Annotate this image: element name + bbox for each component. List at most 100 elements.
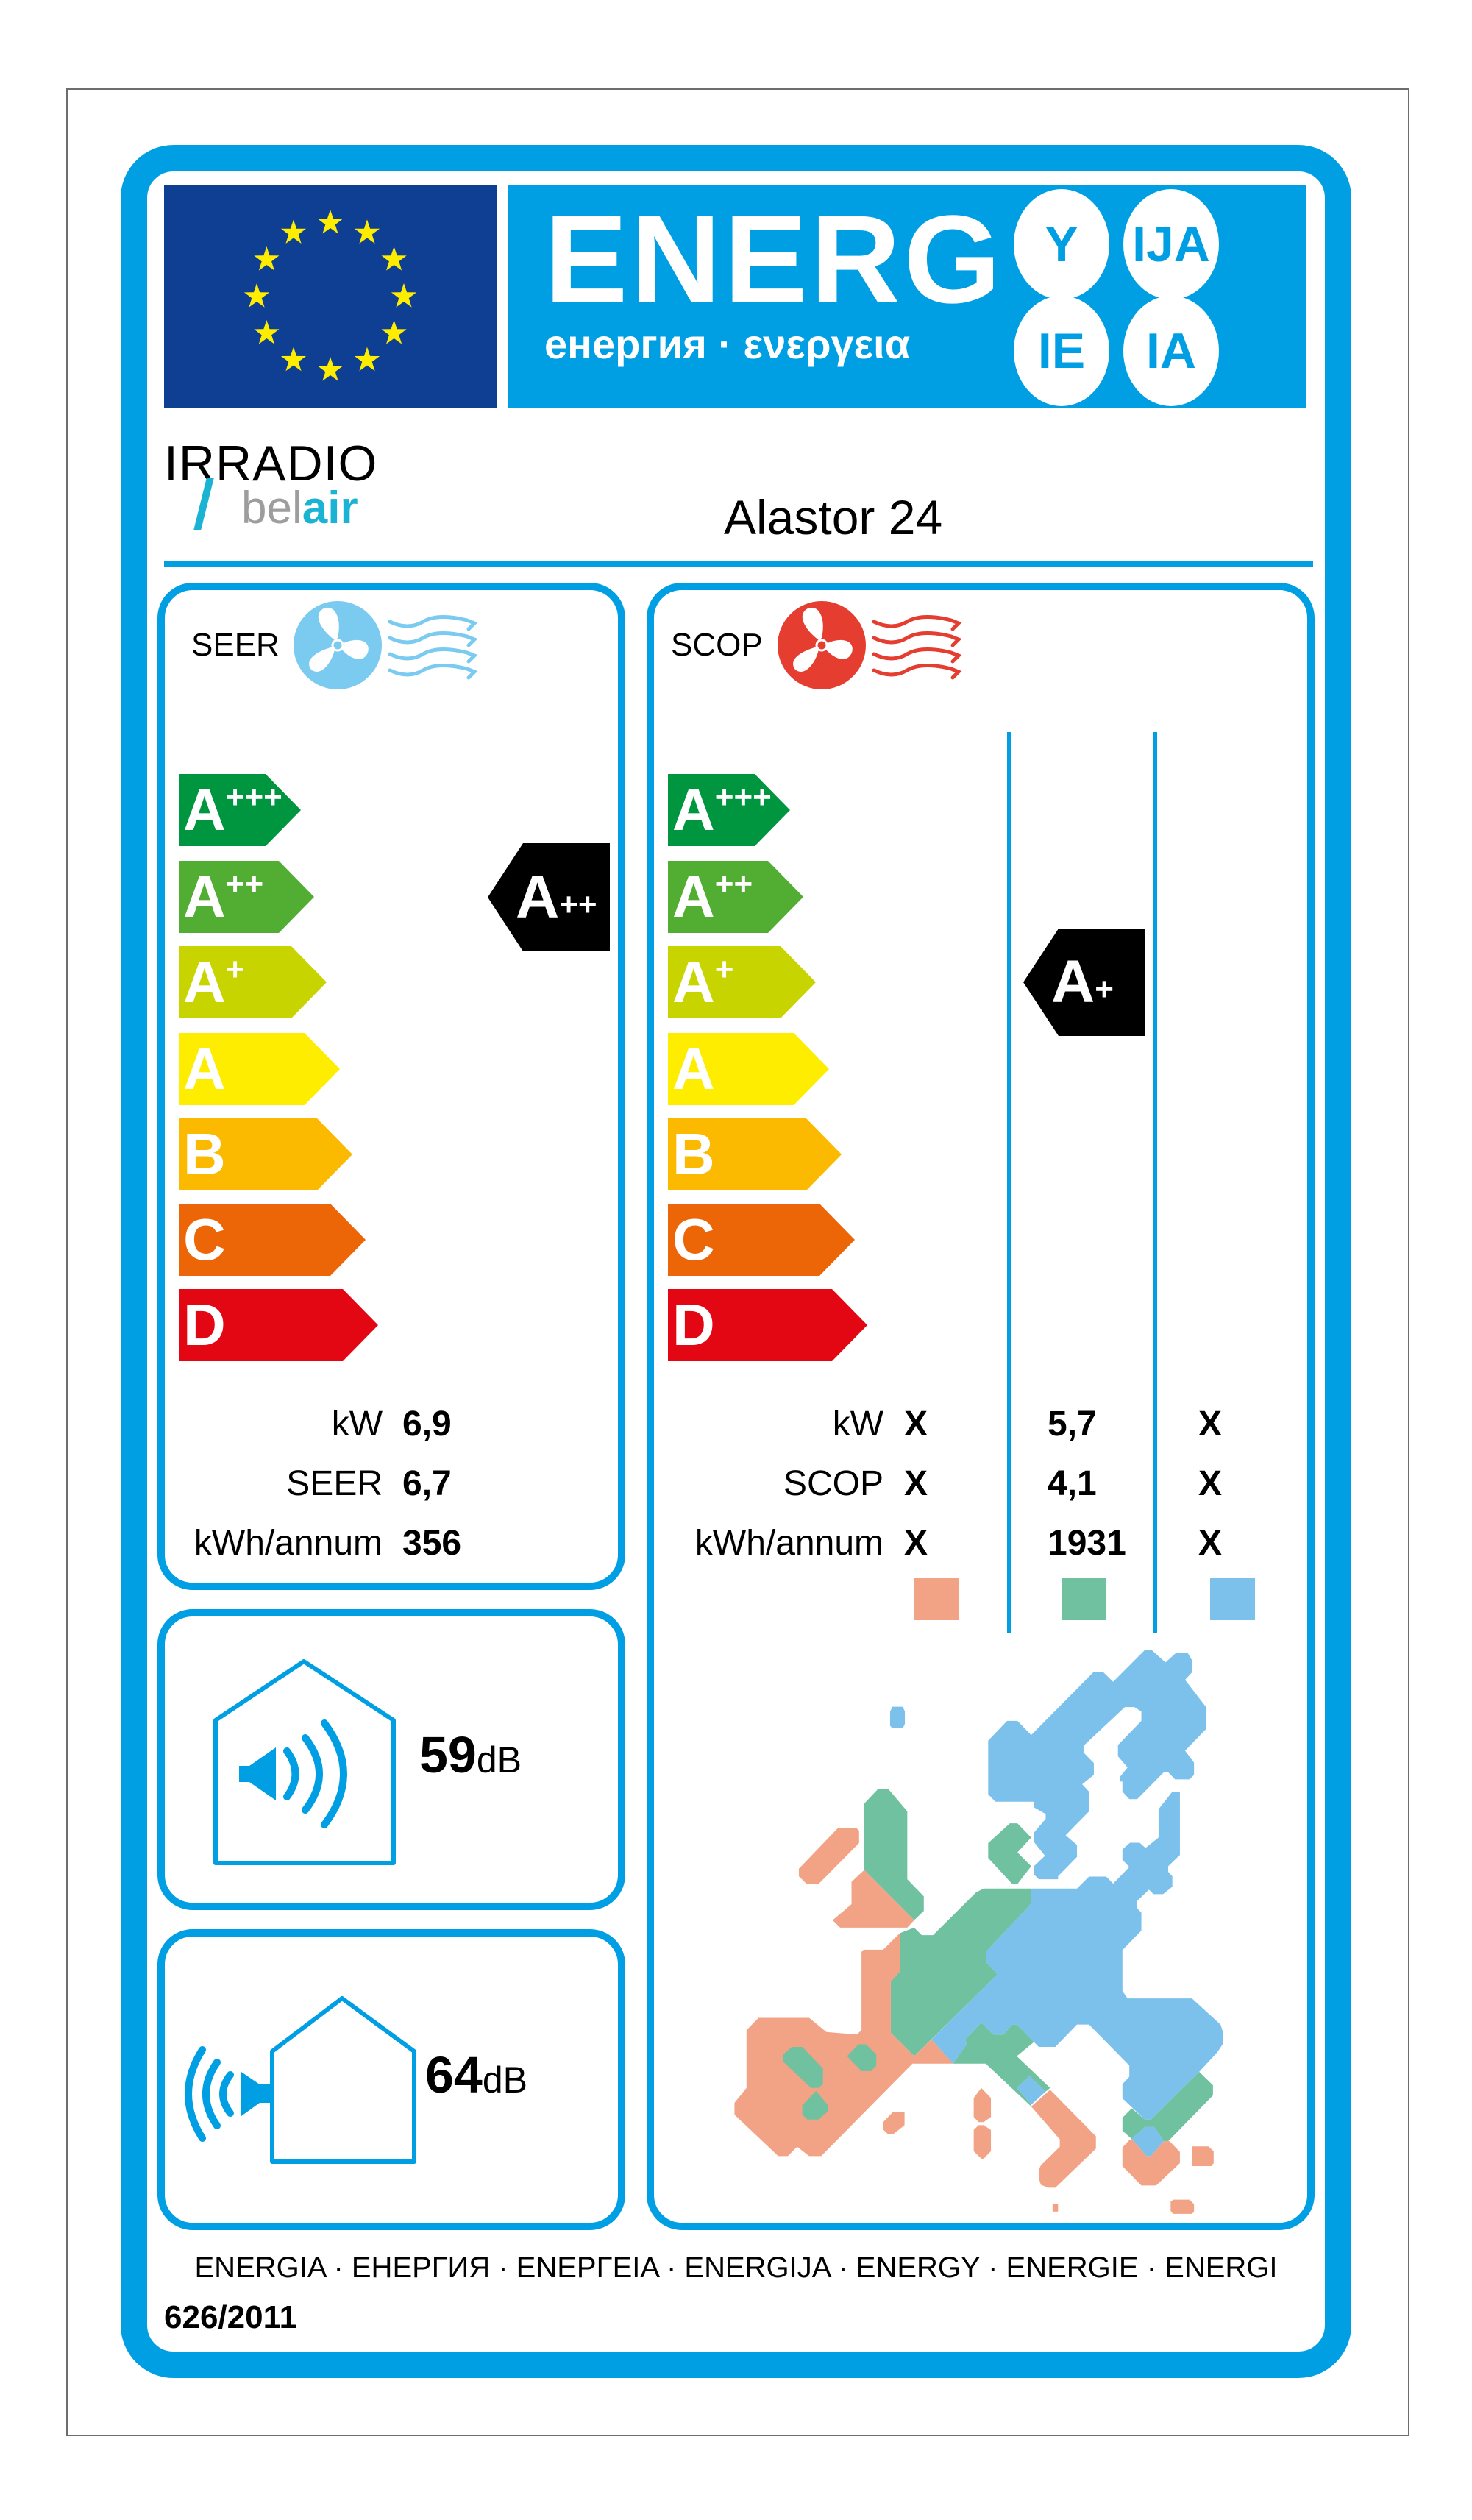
bar-letter: A <box>183 949 226 1015</box>
scop-rating-sup: + <box>1095 971 1114 1007</box>
star-icon <box>243 283 270 308</box>
bar-letter: A <box>183 777 226 842</box>
star-icon <box>354 219 380 244</box>
bar-plus: + <box>225 951 245 987</box>
bar-letter: A <box>672 1036 715 1101</box>
star-icon <box>354 347 380 372</box>
bar-letter: A <box>672 864 715 929</box>
seer-scale-bar: D <box>179 1289 378 1361</box>
scop-column-divider <box>1007 732 1011 1633</box>
footer-languages: ENERGIA · ЕНЕРГИЯ · ΕΝΕΡΓΕΙΑ · ENERGIJA … <box>194 2251 1278 2284</box>
scop-scale-bar: C <box>668 1204 855 1276</box>
bar-plus: +++ <box>225 779 282 815</box>
eu-stars-icon <box>243 210 417 381</box>
heating-fan-icon <box>778 601 962 689</box>
star-icon <box>280 347 307 372</box>
scop-scop-average: 4,1 <box>1048 1464 1097 1503</box>
model-name: Alastor 24 <box>724 490 943 544</box>
regulation-number: 626/2011 <box>164 2299 298 2335</box>
scop-column-divider <box>1153 732 1157 1633</box>
seer-kwh-value: 356 <box>402 1524 462 1563</box>
outdoor-noise-unit: dB <box>482 2059 528 2101</box>
star-icon <box>254 320 280 344</box>
label-frame <box>121 145 1351 2378</box>
star-icon <box>317 210 344 234</box>
seer-kw-value: 6,9 <box>402 1405 452 1444</box>
indoor-noise-unit: dB <box>476 1739 522 1781</box>
bar-plus: +++ <box>714 779 772 815</box>
indoor-noise-panel <box>157 1609 625 1910</box>
scop-scale-bar: A+ <box>668 946 816 1018</box>
bar-letter: A <box>183 864 226 929</box>
scop-kw-label: kW <box>832 1405 883 1444</box>
bar-letter: D <box>183 1292 226 1357</box>
header-divider <box>164 561 1313 567</box>
scop-kw-cold: X <box>1198 1405 1223 1444</box>
seer-seer-value: 6,7 <box>402 1464 452 1503</box>
bar-plus: ++ <box>714 866 753 902</box>
scop-scale-bar: D <box>668 1289 867 1361</box>
climate-warm-swatch <box>914 1578 959 1620</box>
europe-climate-map <box>734 1650 1223 2214</box>
scop-kwh-average: 1931 <box>1048 1524 1126 1563</box>
outdoor-noise-panel <box>157 1929 625 2230</box>
bar-letter: A <box>672 777 715 842</box>
star-icon <box>381 320 407 344</box>
star-icon <box>391 283 417 308</box>
bar-letter: C <box>672 1207 715 1272</box>
scop-kwh-warm: X <box>904 1524 928 1563</box>
seer-label: SEER <box>191 627 280 663</box>
scop-kwh-label: kWh/annum <box>694 1524 883 1563</box>
eu-flag <box>164 185 497 408</box>
bar-letter: B <box>672 1121 715 1187</box>
scop-scop-warm: X <box>904 1464 928 1503</box>
seer-kwh-label: kWh/annum <box>193 1524 383 1563</box>
suffix-y: Y <box>1014 189 1109 299</box>
bar-plus: ++ <box>225 866 264 902</box>
outdoor-noise-level: 64dB <box>425 2049 527 2101</box>
energy-subtitle: енергия · ενεργεια <box>544 321 911 367</box>
scop-scop-label: SCOP <box>783 1464 883 1503</box>
seer-panel <box>157 583 625 1590</box>
indoor-speaker-house-icon <box>213 1659 396 1865</box>
bar-letter: B <box>183 1121 226 1187</box>
star-icon <box>280 219 307 244</box>
scop-panel <box>647 583 1315 2230</box>
climate-cold-swatch <box>1210 1578 1255 1620</box>
seer-scale-bar: B <box>179 1118 352 1190</box>
scop-scop-cold: X <box>1198 1464 1223 1503</box>
bar-letter: D <box>672 1292 715 1357</box>
seer-kw-label: kW <box>331 1405 383 1444</box>
bar-letter: C <box>183 1207 226 1272</box>
scop-kw-average: 5,7 <box>1048 1405 1097 1444</box>
average-zone <box>864 1789 1213 2142</box>
cold-zone <box>889 1650 1223 2157</box>
suffix-ija: IJA <box>1123 189 1219 299</box>
seer-rating-letter: A <box>516 863 560 931</box>
bar-letter: A <box>183 1036 226 1101</box>
outdoor-speaker-house-icon <box>185 1996 416 2164</box>
brand-air: air <box>302 483 358 533</box>
indoor-noise-value: 59 <box>419 1726 477 1783</box>
seer-seer-label: SEER <box>286 1464 383 1503</box>
indoor-noise-level: 59dB <box>419 1729 522 1781</box>
seer-scale-bar: C <box>179 1204 366 1276</box>
scop-scale-bar: A+++ <box>668 774 790 846</box>
seer-scale-bar: A+ <box>179 946 327 1018</box>
suffix-ia: IA <box>1123 296 1219 406</box>
climate-average-swatch <box>1062 1578 1106 1620</box>
cooling-fan-icon <box>294 601 478 689</box>
star-icon <box>254 246 280 271</box>
scop-scale-bar: A <box>668 1033 829 1105</box>
bar-plus: + <box>714 951 734 987</box>
scop-kw-warm: X <box>904 1405 928 1444</box>
brand-bel: bel <box>241 483 302 533</box>
scop-kwh-cold: X <box>1198 1524 1223 1563</box>
suffix-ie: IE <box>1014 296 1109 406</box>
scop-scale-bar: B <box>668 1118 842 1190</box>
brand-logo-belair: belair <box>241 486 358 531</box>
seer-rating-sup: ++ <box>559 886 597 923</box>
energy-title: ENERG <box>544 190 1004 330</box>
scop-label: SCOP <box>671 627 763 663</box>
star-icon <box>381 246 407 271</box>
